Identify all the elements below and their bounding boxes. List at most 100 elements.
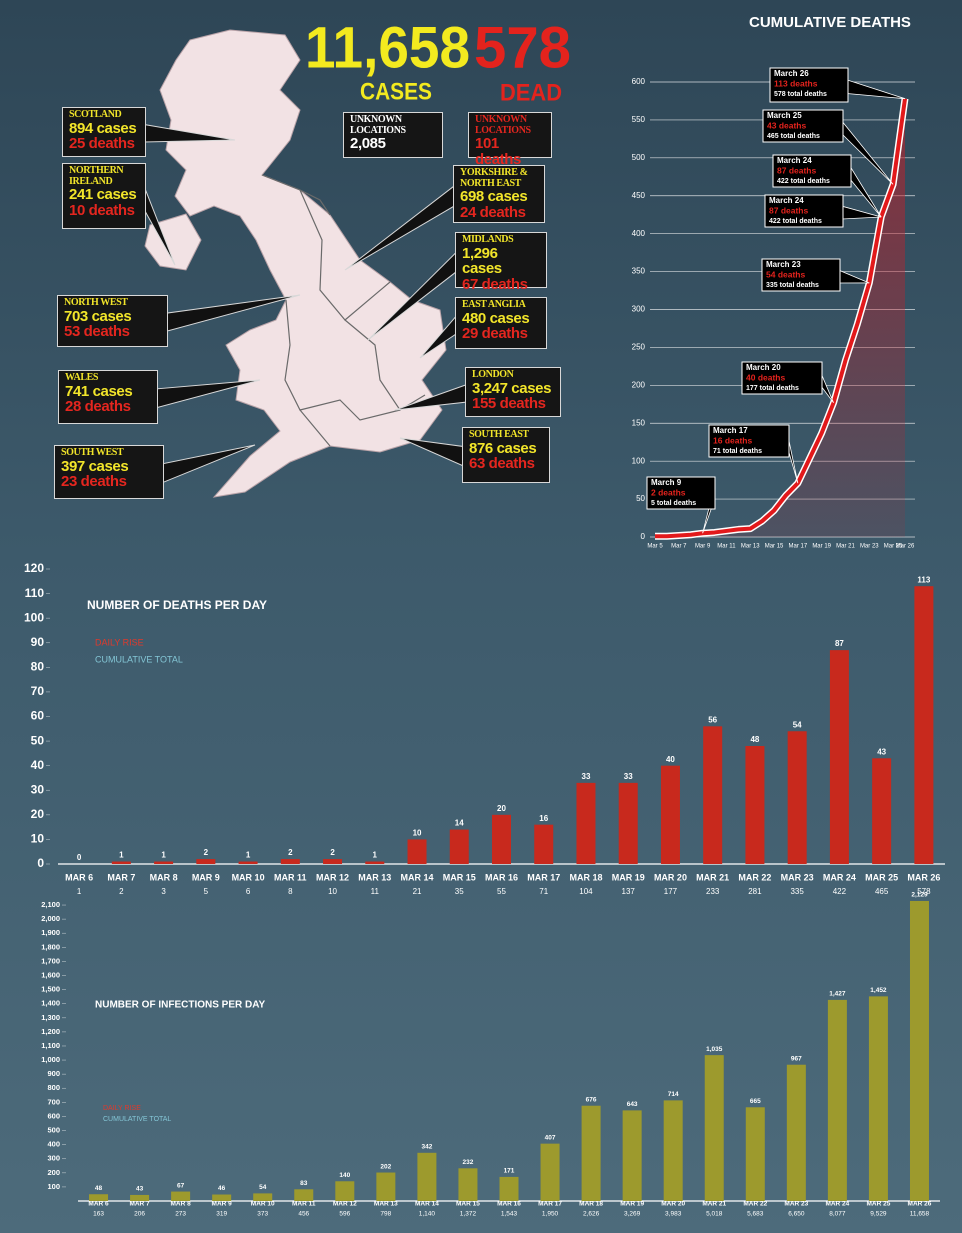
cumulative-label: 8 [288,887,293,896]
cumulative-label: 5,018 [706,1211,723,1218]
y-tick-label: 400 [47,1140,60,1149]
region-name: SCOTLAND [69,109,122,120]
value-label: 113 [917,575,930,584]
bar [618,782,638,864]
region-deaths: 10 deaths [69,201,135,219]
callout-box [646,476,716,510]
bar [376,1172,396,1201]
cumulative-label: 578 [917,887,931,896]
region-box: SOUTH EAST 876 cases 63 deaths [462,427,550,483]
value-label: 1 [373,851,378,860]
x-tick-label: Mar 5 [647,544,663,550]
y-tick-label: 400 [632,229,646,238]
value-label: 0 [77,853,82,862]
value-label: 43 [136,1186,144,1193]
bar [829,650,849,864]
callout-date: March 24 [769,196,804,205]
y-tick-label: 1,200 [41,1027,60,1036]
region-cases: 741 cases [65,382,133,400]
value-label: 140 [339,1172,350,1179]
x-tick-label: MAR 20 [661,1201,685,1208]
bar [704,1055,724,1201]
x-tick-label: MAR 11 [274,872,307,882]
cumulative-label: 3 [161,887,166,896]
deaths-number: 578 [474,15,571,80]
value-label: 2 [204,848,209,857]
value-label: 83 [300,1180,308,1187]
callout-total: 422 total deaths [777,178,830,185]
cumulative-label: 798 [380,1211,391,1218]
cumulative-label: 1,372 [460,1211,477,1218]
y-tick-label: 300 [47,1154,60,1163]
x-tick-label: MAR 23 [781,872,814,882]
region-name: UNKNOWN LOCATIONS [475,114,531,136]
bar [622,1110,642,1201]
value-label: 676 [586,1096,597,1103]
value-label: 232 [463,1159,474,1166]
x-tick-label: MAR 23 [784,1201,808,1208]
region-box: EAST ANGLIA 480 cases 29 deaths [455,297,547,349]
value-label: 16 [539,814,548,823]
x-tick-label: MAR 7 [107,872,135,882]
x-tick-label: Mar 13 [741,544,760,550]
y-tick-label: 120 [24,561,44,575]
x-tick-label: MAR 7 [129,1201,150,1208]
callout-box [769,67,849,103]
x-tick-label: MAR 16 [485,872,518,882]
cumulative-label: 137 [622,887,636,896]
value-label: 1 [246,851,251,860]
value-label: 665 [750,1098,761,1105]
bar [196,859,216,864]
cumulative-label: 456 [298,1211,309,1218]
x-tick-label: MAR 16 [497,1201,521,1208]
bar [154,861,174,864]
region-name: UNKNOWN LOCATIONS [350,114,406,136]
bar [827,999,847,1201]
value-label: 202 [380,1163,391,1170]
x-tick-label: MAR 13 [374,1201,398,1208]
cumulative-label: 9,529 [870,1211,887,1218]
value-label: 14 [455,819,464,828]
x-tick-label: Mar 11 [717,544,736,550]
y-tick-label: 20 [31,807,45,821]
y-tick-label: 40 [31,758,45,772]
bar [130,1194,150,1201]
value-label: 56 [708,715,717,724]
callout-total: 5 total deaths [651,500,696,507]
cumulative-label: 206 [134,1211,145,1218]
region-deaths: 53 deaths [64,323,130,341]
bar [253,1193,273,1201]
region-cases: 698 cases [460,188,528,205]
callout-box [764,194,844,228]
value-label: 1 [119,851,124,860]
callout-box [708,424,790,458]
region-border [299,409,331,447]
y-tick-label: 450 [632,191,646,200]
y-tick-label: 30 [31,782,45,796]
y-tick-label: 1,700 [41,956,60,965]
bar [540,1143,560,1201]
bar [492,814,511,864]
cumulative-label: 2,626 [583,1211,600,1218]
region-cases: 241 cases [69,186,137,203]
value-label: 54 [793,720,802,729]
region-name: MIDLANDS [462,234,514,245]
region-cases: 894 cases [69,119,137,137]
value-label: 48 [95,1185,103,1192]
x-tick-label: MAR 14 [415,1201,439,1208]
region-border [261,174,331,216]
region-name: NORTH WEST [64,297,128,308]
x-tick-label: Mar 21 [836,544,855,550]
chart-title: NUMBER OF INFECTIONS PER DAY [95,1000,266,1011]
region-deaths: 25 deaths [69,135,135,153]
region-border [299,189,391,321]
cumulative-label: 11,658 [910,1211,930,1218]
bar [868,996,888,1201]
region-box: UNKNOWN LOCATIONS 101 deaths [468,112,552,167]
x-tick-label: MAR 13 [358,872,391,882]
region-cases: 1,296 cases [462,244,502,278]
cumulative-label: 35 [455,887,464,896]
value-label: 40 [666,755,675,764]
x-tick-label: MAR 6 [88,1201,109,1208]
bar [745,746,765,864]
